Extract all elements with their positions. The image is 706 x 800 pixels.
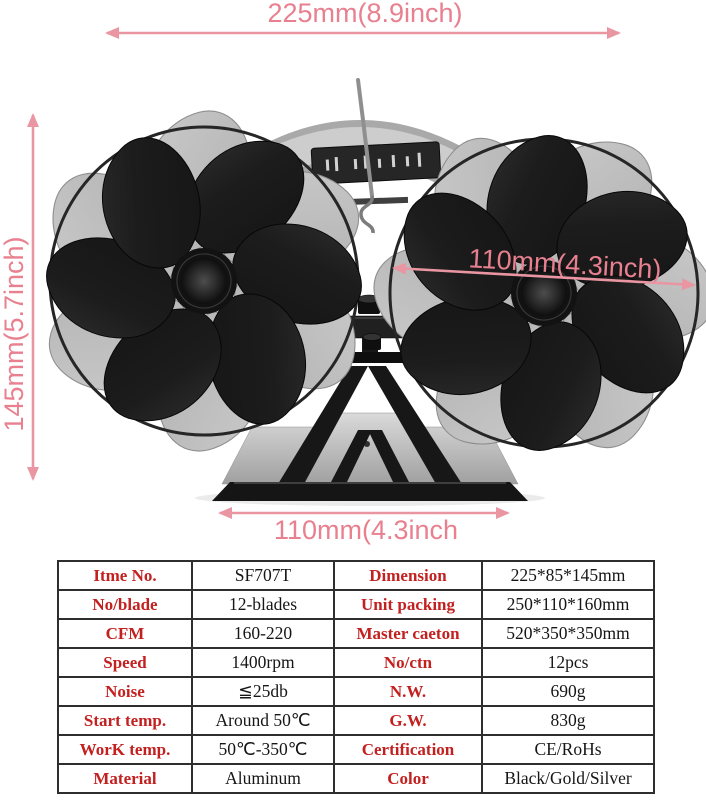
spec-label-cell: WorK temp. [57, 734, 193, 765]
spec-value-cell: 12pcs [481, 647, 655, 678]
product-figure: 225mm(8.9inch) 145mm(5.7inch) 110mm(4.3i… [0, 0, 706, 556]
spec-label-cell: No/ctn [333, 647, 483, 678]
spec-label-cell: Material [57, 763, 193, 794]
table-row: Material Aluminum Color Black/Gold/Silve… [57, 763, 655, 794]
dimension-arrow-bottom [218, 507, 510, 519]
table-row: Itme No. SF707T Dimension 225*85*145mm [57, 560, 655, 591]
spec-label-cell: Speed [57, 647, 193, 678]
spec-label-cell: Unit packing [333, 589, 483, 620]
table-row: Speed 1400rpm No/ctn 12pcs [57, 647, 655, 678]
spec-value-cell: SF707T [191, 560, 335, 591]
dimension-height-left-label: 145mm(5.7inch) [0, 236, 29, 432]
spec-value-cell: Around 50℃ [191, 705, 335, 736]
spec-value-cell: Black/Gold/Silver [481, 763, 655, 794]
table-row: Noise ≦25db N.W. 690g [57, 676, 655, 707]
base-plate [212, 482, 528, 501]
spec-value-cell: 830g [481, 705, 655, 736]
spec-label-cell: Certification [333, 734, 483, 765]
spec-label-cell: N.W. [333, 676, 483, 707]
spec-value-cell: 690g [481, 676, 655, 707]
table-row: Start temp. Around 50℃ G.W. 830g [57, 705, 655, 736]
spec-label-cell: Color [333, 763, 483, 794]
spec-label-plate [310, 141, 442, 185]
spec-value-cell: ≦25db [191, 676, 335, 707]
spec-value-cell: 225*85*145mm [481, 560, 655, 591]
spec-value-cell: 520*350*350mm [481, 618, 655, 649]
mount-screw [362, 333, 382, 350]
dimension-arrow-fan [392, 262, 696, 291]
spec-value-cell: 12-blades [191, 589, 335, 620]
thermometer-probe [356, 78, 375, 234]
spec-label-cell: Noise [57, 676, 193, 707]
spec-label-cell: Master caeton [333, 618, 483, 649]
spec-value-cell: 250*110*160mm [481, 589, 655, 620]
thermometer-bracket [343, 196, 409, 206]
table-row: WorK temp. 50℃-350℃ Certification CE/RoH… [57, 734, 655, 765]
table-row: No/blade 12-blades Unit packing 250*110*… [57, 589, 655, 620]
spec-value-cell: 160-220 [191, 618, 335, 649]
spec-label-cell: Itme No. [57, 560, 193, 591]
dimension-arrow-top [105, 27, 621, 39]
spec-label-cell: CFM [57, 618, 193, 649]
spec-label-cell: Dimension [333, 560, 483, 591]
stand [195, 366, 545, 506]
adjust-knob [357, 294, 381, 314]
base-struts [278, 366, 462, 484]
spec-value-cell: CE/RoHs [481, 734, 655, 765]
spec-value-cell: Aluminum [191, 763, 335, 794]
spec-value-cell: 1400rpm [191, 647, 335, 678]
dimension-width-top-label: 225mm(8.9inch) [267, 0, 463, 28]
spec-label-cell: No/blade [57, 589, 193, 620]
dimension-base-width-label: 110mm(4.3inch [273, 515, 459, 545]
dimension-arrow-left [27, 113, 39, 481]
spec-label-cell: G.W. [333, 705, 483, 736]
spec-value-cell: 50℃-350℃ [191, 734, 335, 765]
spec-label-cell: Start temp. [57, 705, 193, 736]
spec-table: Itme No. SF707T Dimension 225*85*145mm N… [57, 560, 655, 794]
table-row: CFM 160-220 Master caeton 520*350*350mm [57, 618, 655, 649]
stove-fan-illustration [0, 0, 706, 556]
